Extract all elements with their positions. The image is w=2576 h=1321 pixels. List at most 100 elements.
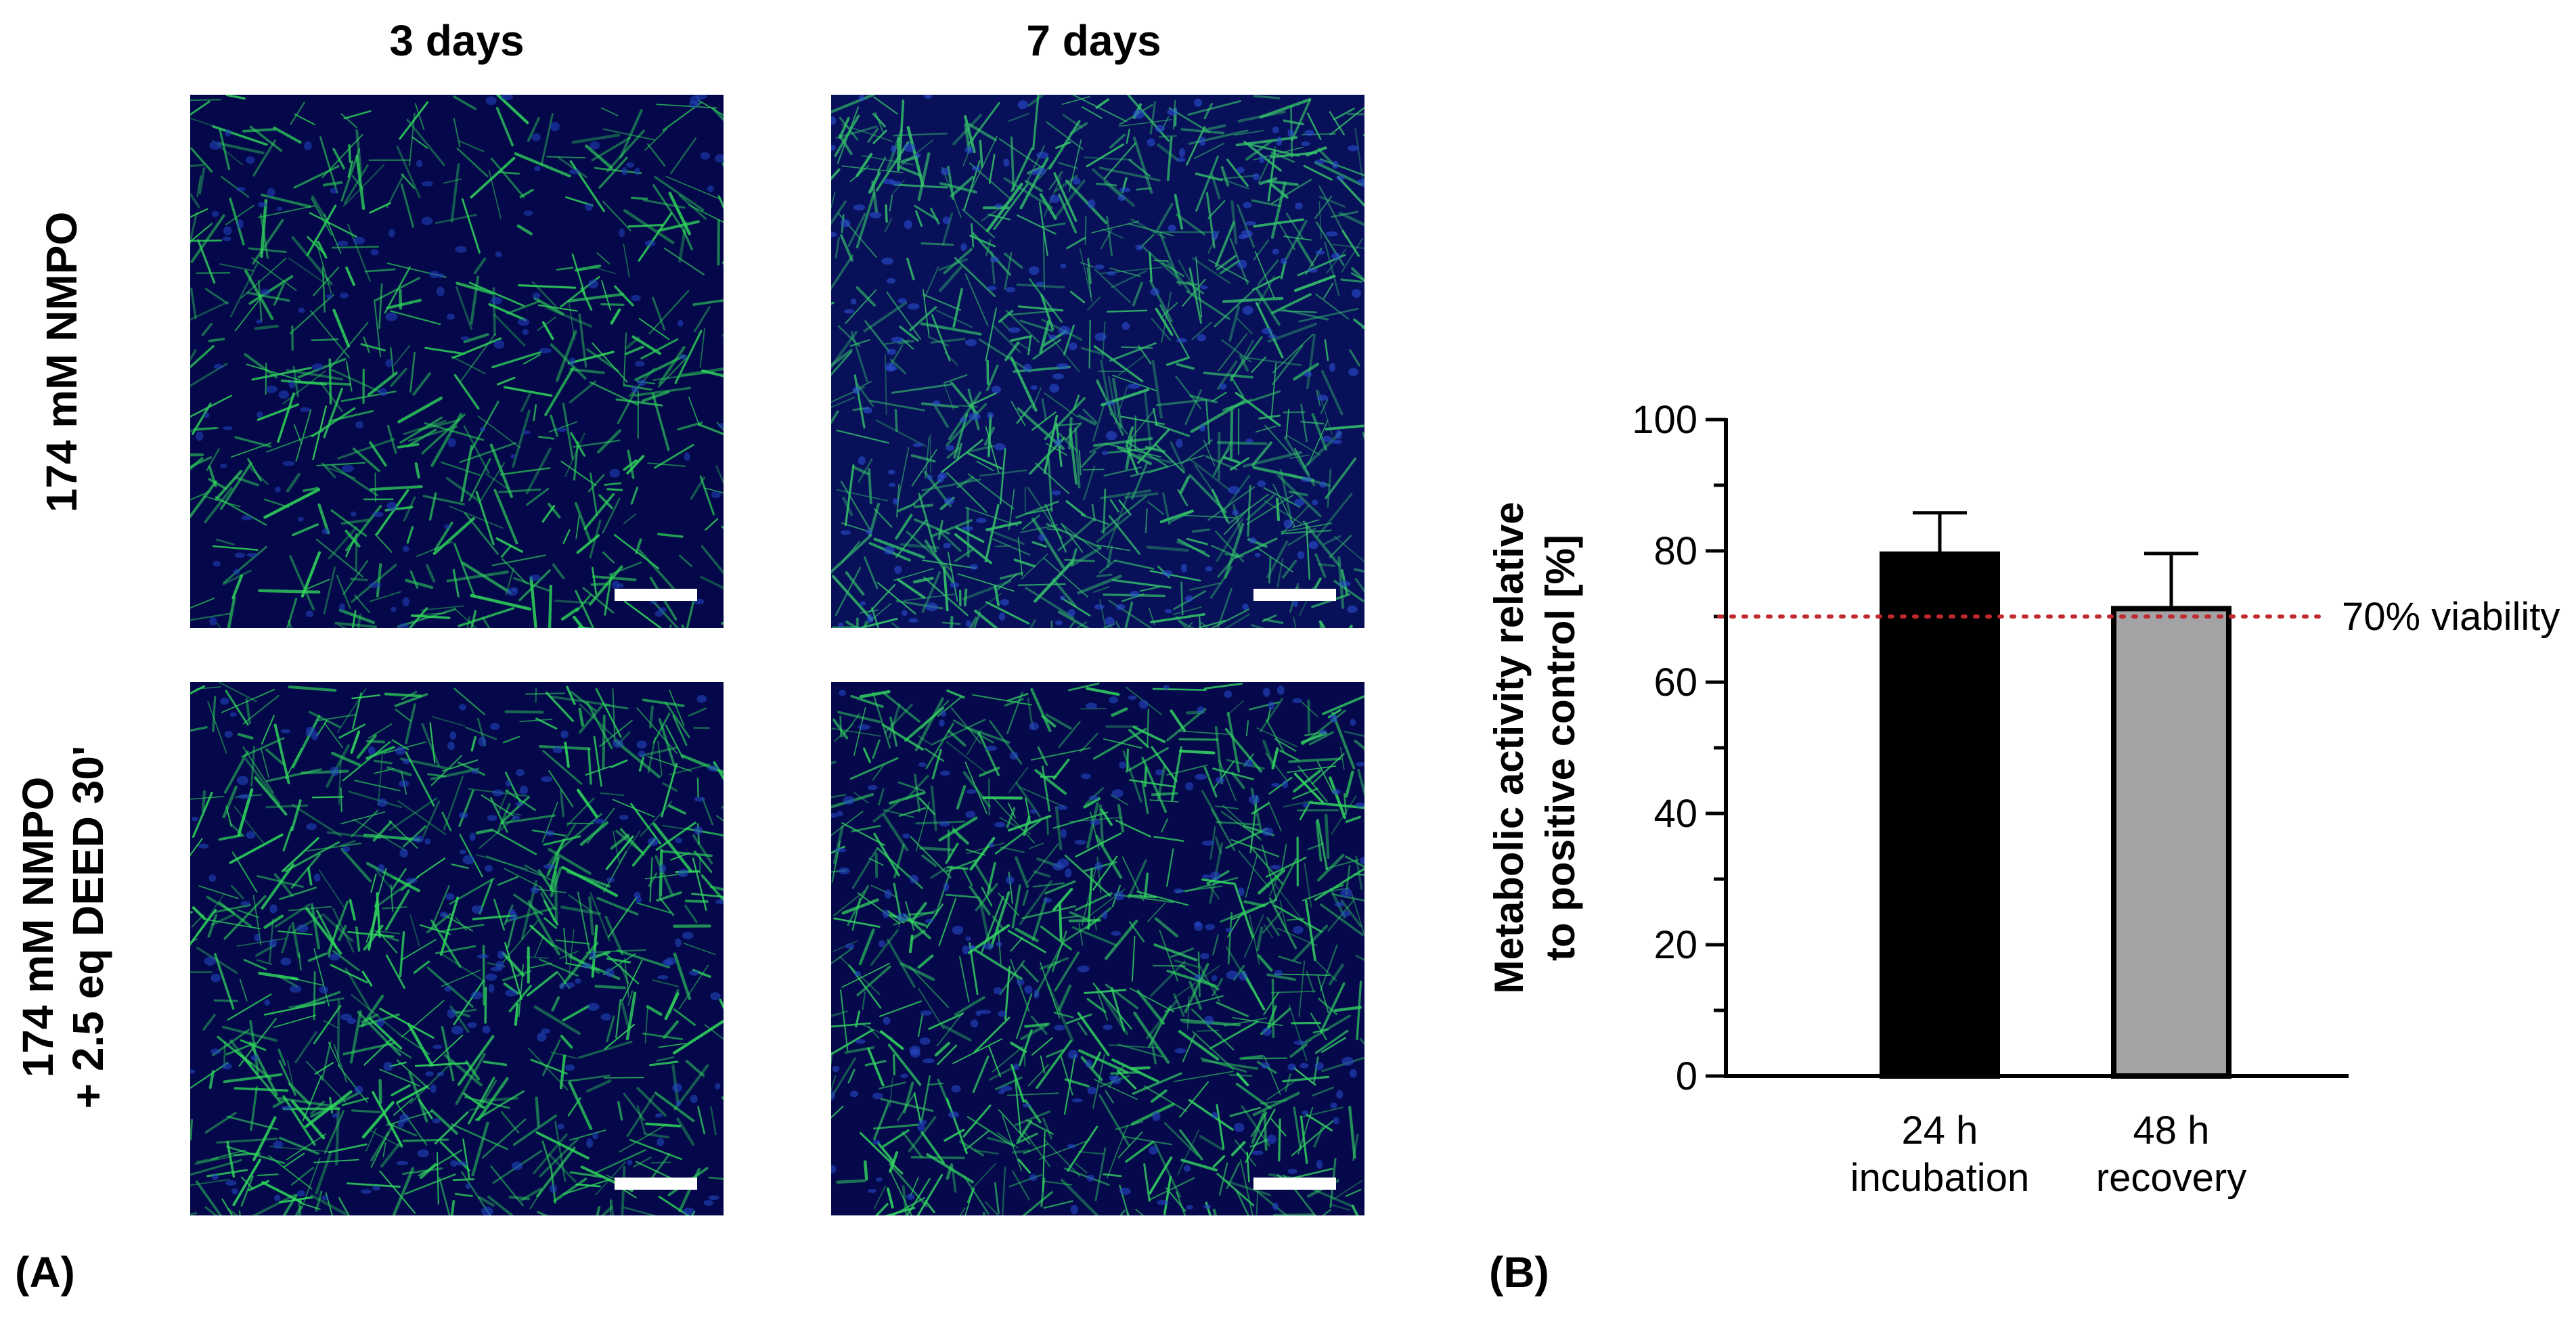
cell-nucleus: [1128, 383, 1140, 389]
actin-fiber: [1173, 993, 1185, 1017]
actin-fiber: [1131, 935, 1136, 982]
actin-fiber: [832, 890, 866, 917]
actin-fiber: [370, 1130, 403, 1148]
actin-fiber: [853, 707, 866, 757]
actin-fiber: [844, 464, 855, 527]
actin-fiber: [240, 257, 287, 299]
actin-fiber: [389, 310, 441, 326]
actin-fiber: [837, 106, 860, 164]
actin-fiber: [1125, 436, 1134, 470]
actin-fiber: [190, 598, 215, 609]
actin-fiber: [432, 517, 475, 556]
actin-fiber: [1166, 764, 1208, 776]
actin-fiber: [1165, 356, 1190, 366]
actin-fiber: [311, 197, 333, 236]
cell-nucleus: [471, 769, 479, 774]
cell-nucleus: [885, 362, 896, 372]
actin-fiber: [373, 768, 395, 774]
actin-fiber: [1320, 944, 1338, 991]
actin-fiber: [196, 175, 202, 198]
cell-nucleus: [231, 1188, 238, 1194]
actin-fiber: [872, 692, 891, 748]
actin-fiber: [533, 1005, 581, 1035]
actin-fiber: [607, 896, 638, 938]
cell-nucleus: [854, 970, 861, 977]
actin-fiber: [1302, 1106, 1343, 1118]
actin-fiber: [1226, 946, 1253, 990]
actin-fiber: [1184, 962, 1209, 1014]
actin-fiber: [294, 1031, 317, 1064]
actin-fiber: [561, 866, 618, 897]
actin-fiber: [964, 507, 1019, 527]
actin-fiber: [648, 872, 658, 887]
actin-fiber: [1230, 376, 1245, 398]
actin-fiber: [1257, 259, 1279, 286]
actin-fiber: [273, 873, 294, 897]
column-header-3-days: 3 days: [389, 16, 525, 65]
actin-fiber: [935, 865, 953, 916]
cell-nucleus: [914, 153, 921, 158]
actin-fiber: [1228, 305, 1241, 342]
actin-fiber: [589, 381, 639, 406]
actin-fiber: [841, 165, 904, 173]
actin-fiber: [341, 1097, 370, 1106]
cell-nucleus: [516, 769, 525, 777]
cell-nucleus: [465, 1183, 472, 1189]
actin-fiber: [623, 1207, 658, 1215]
actin-fiber: [1046, 815, 1049, 836]
actin-fiber: [453, 688, 486, 715]
cell-nucleus: [717, 423, 724, 428]
actin-fiber: [340, 811, 386, 825]
actin-fiber: [945, 893, 980, 899]
cell-nucleus: [939, 821, 950, 827]
cell-nucleus: [690, 1094, 698, 1104]
cell-nucleus: [545, 830, 555, 836]
cell-nucleus: [1087, 199, 1096, 209]
actin-fiber: [1251, 199, 1282, 208]
actin-fiber: [1124, 601, 1134, 628]
actin-fiber: [985, 426, 1000, 474]
actin-fiber: [283, 1152, 305, 1168]
actin-fiber: [838, 133, 853, 156]
actin-fiber: [1304, 863, 1312, 908]
actin-fiber: [652, 296, 666, 331]
actin-fiber: [1251, 803, 1270, 815]
actin-fiber: [1103, 142, 1136, 180]
cell-nucleus: [296, 924, 309, 933]
actin-fiber: [884, 218, 893, 233]
cell-nucleus: [1117, 194, 1126, 201]
actin-fiber: [1224, 179, 1249, 189]
actin-fiber: [1280, 261, 1287, 279]
actin-fiber: [633, 1157, 652, 1168]
cell-nucleus: [965, 936, 972, 941]
actin-fiber: [873, 537, 926, 559]
actin-fiber: [613, 738, 661, 779]
actin-fiber: [831, 397, 856, 409]
actin-fiber: [250, 1086, 259, 1132]
cell-nucleus: [1094, 264, 1105, 270]
actin-fiber: [1012, 1149, 1031, 1154]
cell-nucleus: [429, 271, 440, 279]
actin-fiber: [460, 333, 496, 382]
actin-fiber: [1180, 581, 1184, 615]
actin-fiber: [1206, 1025, 1222, 1037]
actin-fiber: [574, 501, 592, 542]
actin-fiber: [592, 566, 598, 595]
actin-fiber: [872, 801, 900, 823]
micrograph-texture: [190, 95, 724, 628]
actin-fiber: [1117, 1044, 1163, 1058]
actin-fiber: [864, 1060, 887, 1067]
actin-fiber: [1225, 828, 1268, 849]
micrograph-nmpo-3-days: [190, 95, 724, 628]
actin-fiber: [331, 464, 378, 497]
actin-fiber: [562, 1178, 612, 1195]
actin-fiber: [836, 489, 889, 501]
actin-fiber: [578, 707, 585, 727]
actin-fiber: [369, 441, 387, 467]
actin-fiber: [930, 338, 966, 344]
cell-nucleus: [917, 1123, 925, 1132]
actin-fiber: [886, 291, 921, 340]
actin-fiber: [240, 1039, 267, 1051]
y-tick-label: 40: [1653, 792, 1697, 836]
actin-fiber: [883, 692, 920, 723]
